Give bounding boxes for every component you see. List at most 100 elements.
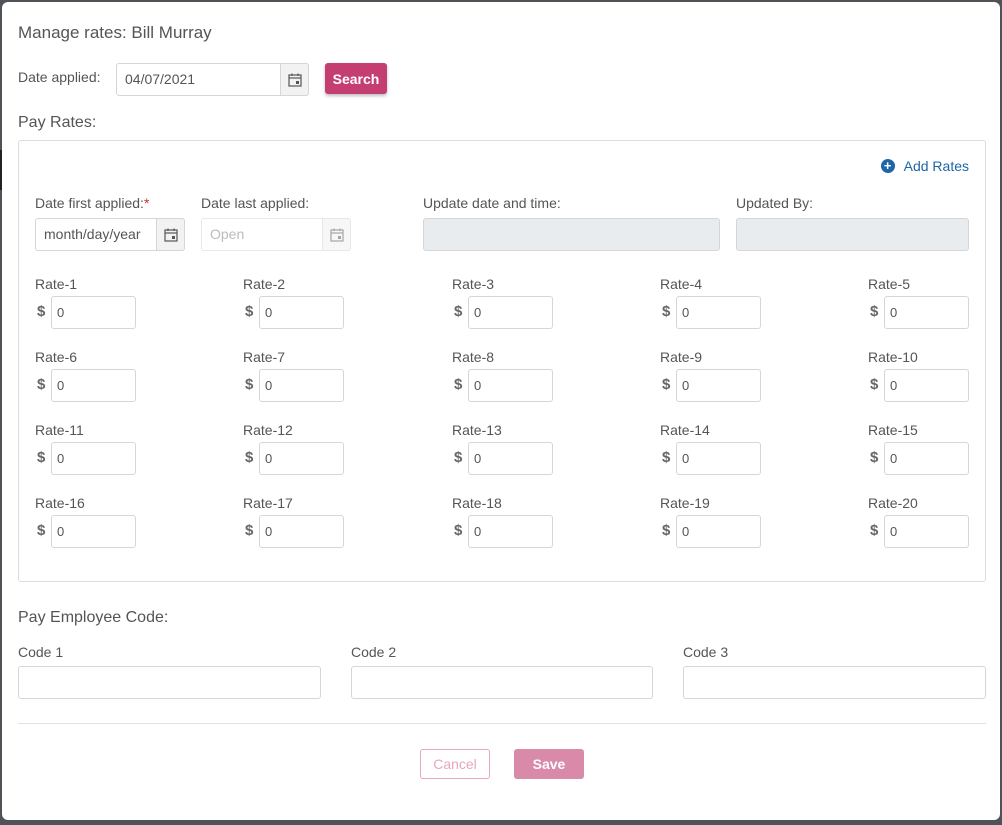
date-first-applied-input[interactable]: month/day/year [35,218,185,251]
rate-input[interactable]: 0 [468,515,553,548]
rate-input[interactable]: 0 [676,369,761,402]
rate-input[interactable]: 0 [51,515,136,548]
dollar-icon: $ [454,449,463,466]
dollar-icon: $ [37,376,46,393]
rate-field-4: Rate-4 $0 [660,276,770,336]
rate-input[interactable]: 0 [468,296,553,329]
rate-input[interactable]: 0 [468,369,553,402]
code3-input[interactable] [683,666,986,699]
search-button[interactable]: Search [325,63,387,94]
code3-label: Code 3 [683,644,729,660]
rate-label: Rate-15 [868,422,918,438]
dollar-icon: $ [870,449,879,466]
modal-title: Manage rates: Bill Murray [18,23,212,42]
rate-input[interactable]: 0 [51,442,136,475]
dollar-icon: $ [662,522,671,539]
rate-label: Rate-6 [35,349,78,365]
rate-label: Rate-19 [660,495,710,511]
date-last-applied-label: Date last applied: [201,195,310,211]
calendar-icon [322,218,351,251]
rate-field-7: Rate-7 $0 [243,349,353,409]
rate-label: Rate-7 [243,349,286,365]
date-applied-input[interactable]: 04/07/2021 [116,63,309,96]
rate-field-15: Rate-15 $0 [868,422,978,482]
rate-input[interactable]: 0 [51,369,136,402]
rate-field-9: Rate-9 $0 [660,349,770,409]
rate-field-8: Rate-8 $0 [452,349,562,409]
save-button[interactable]: Save [514,749,584,779]
calendar-icon[interactable] [156,218,185,251]
rate-input[interactable]: 0 [884,369,969,402]
plus-circle-icon: + [880,159,895,173]
rate-label: Rate-9 [660,349,703,365]
calendar-icon[interactable] [280,63,309,96]
rate-label: Rate-1 [35,276,78,292]
date-applied-value: 04/07/2021 [125,71,196,87]
rate-input[interactable]: 0 [259,442,344,475]
rate-input[interactable]: 0 [468,442,553,475]
rate-input[interactable]: 0 [884,296,969,329]
rate-input[interactable]: 0 [259,296,344,329]
update-datetime-field [423,218,720,251]
dollar-icon: $ [37,449,46,466]
dollar-icon: $ [662,449,671,466]
rate-field-13: Rate-13 $0 [452,422,562,482]
add-rates-label: Add Rates [903,158,969,174]
rate-field-17: Rate-17 $0 [243,495,353,555]
dollar-icon: $ [870,303,879,320]
dollar-icon: $ [870,522,879,539]
rate-label: Rate-4 [660,276,703,292]
rate-label: Rate-18 [452,495,502,511]
rate-label: Rate-5 [868,276,911,292]
code2-input[interactable] [351,666,653,699]
date-last-applied-input: Open [201,218,351,251]
code1-label: Code 1 [18,644,64,660]
rate-field-3: Rate-3 $0 [452,276,562,336]
rate-field-10: Rate-10 $0 [868,349,978,409]
dollar-icon: $ [870,376,879,393]
rate-label: Rate-12 [243,422,293,438]
dollar-icon: $ [245,449,254,466]
rate-input[interactable]: 0 [676,296,761,329]
required-asterisk: * [143,195,150,211]
rate-label: Rate-13 [452,422,502,438]
rate-input[interactable]: 0 [676,515,761,548]
rate-input[interactable]: 0 [259,515,344,548]
rate-input[interactable]: 0 [259,369,344,402]
rate-label: Rate-20 [868,495,918,511]
code1-input[interactable] [18,666,321,699]
pay-rates-panel: + Add Rates Date first applied:* month/d… [18,140,986,582]
rate-input[interactable]: 0 [51,296,136,329]
dollar-icon: $ [37,522,46,539]
rate-field-5: Rate-5 $0 [868,276,978,336]
rate-label: Rate-2 [243,276,286,292]
dollar-icon: $ [662,303,671,320]
footer-divider [18,723,986,724]
add-rates-link[interactable]: + Add Rates [880,158,969,174]
rate-field-2: Rate-2 $0 [243,276,353,336]
pay-employee-code-label: Pay Employee Code: [18,609,169,626]
updated-by-field [736,218,969,251]
rate-field-16: Rate-16 $0 [35,495,145,555]
rate-input[interactable]: 0 [884,442,969,475]
rate-field-20: Rate-20 $0 [868,495,978,555]
rate-field-1: Rate-1 $0 [35,276,145,336]
dollar-icon: $ [37,303,46,320]
date-first-applied-label: Date first applied:* [35,195,150,211]
rate-label: Rate-8 [452,349,495,365]
rate-input[interactable]: 0 [884,515,969,548]
updated-by-label: Updated By: [736,195,814,211]
rate-field-11: Rate-11 $0 [35,422,145,482]
update-datetime-label: Update date and time: [423,195,561,211]
cancel-button[interactable]: Cancel [420,749,490,779]
rate-field-12: Rate-12 $0 [243,422,353,482]
rate-label: Rate-16 [35,495,85,511]
rate-input[interactable]: 0 [676,442,761,475]
rate-label: Rate-17 [243,495,293,511]
rate-field-6: Rate-6 $0 [35,349,145,409]
rate-label: Rate-11 [35,422,84,438]
rate-field-14: Rate-14 $0 [660,422,770,482]
dollar-icon: $ [245,303,254,320]
rate-label: Rate-14 [660,422,710,438]
